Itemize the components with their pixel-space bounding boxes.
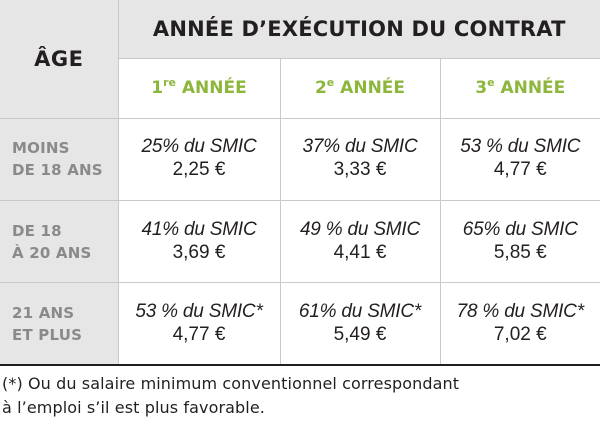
footnote-line: (*) Ou du salaire minimum conventionnel …	[2, 374, 460, 393]
cell-amount: 7,02 €	[493, 323, 547, 345]
contract-year-header: ANNÉE D’EXÉCUTION DU CONTRAT	[117, 0, 600, 59]
cell-amount: 3,33 €	[333, 159, 387, 181]
footnote-line: à l’emploi s’il est plus favorable.	[2, 398, 265, 417]
age-column-header: ÂGE	[0, 0, 119, 119]
cell-percentage: 65% du SMIC	[462, 218, 578, 240]
cell-percentage: 61% du SMIC*	[298, 300, 422, 322]
cell-amount: 3,69 €	[172, 241, 226, 263]
row-label-under-18: MOINS DE 18 ANS	[0, 117, 119, 202]
row-label-line: 21 ANS	[12, 303, 75, 322]
row-label-line: MOINS	[12, 139, 70, 158]
cell-percentage: 49 % du SMIC	[299, 218, 421, 240]
cell-amount: 4,77 €	[172, 323, 226, 345]
year-3-header: 3e ANNÉE	[439, 57, 600, 119]
cell-percentage: 41% du SMIC	[141, 218, 257, 240]
table-cell: 61% du SMIC* 5,49 €	[279, 282, 441, 367]
table-cell: 53 % du SMIC* 4,77 €	[117, 282, 281, 367]
cell-amount: 2,25 €	[172, 159, 226, 181]
cell-percentage: 37% du SMIC	[302, 136, 418, 158]
row-label-line: À 20 ANS	[12, 243, 92, 262]
table-row: MOINS DE 18 ANS 25% du SMIC 2,25 € 37% d…	[0, 117, 600, 202]
row-label-21-plus: 21 ANS ET PLUS	[0, 282, 119, 367]
table-cell: 78 % du SMIC* 7,02 €	[439, 282, 600, 367]
cell-percentage: 25% du SMIC	[141, 136, 257, 158]
row-label-line: DE 18 ANS	[12, 161, 103, 180]
year-1-header: 1re ANNÉE	[118, 57, 281, 119]
cell-amount: 4,41 €	[333, 241, 387, 263]
year-2-header: 2e ANNÉE	[279, 57, 441, 119]
table-cell: 65% du SMIC 5,85 €	[439, 200, 600, 284]
table-cell: 41% du SMIC 3,69 €	[117, 200, 281, 284]
row-label-line: DE 18	[12, 221, 62, 240]
cell-amount: 4,77 €	[493, 159, 547, 181]
footnote: (*) Ou du salaire minimum conventionnel …	[2, 372, 600, 420]
row-label-18-to-20: DE 18 À 20 ANS	[0, 200, 119, 284]
table-cell: 25% du SMIC 2,25 €	[117, 117, 281, 202]
wage-table: ÂGE ANNÉE D’EXÉCUTION DU CONTRAT 1re ANN…	[0, 0, 600, 367]
cell-amount: 5,49 €	[333, 323, 387, 345]
cell-percentage: 78 % du SMIC*	[456, 300, 584, 322]
table-cell: 49 % du SMIC 4,41 €	[279, 200, 441, 284]
row-label-line: ET PLUS	[12, 325, 83, 344]
table-cell: 37% du SMIC 3,33 €	[279, 117, 441, 202]
cell-percentage: 53 % du SMIC*	[135, 300, 263, 322]
table-cell: 53 % du SMIC 4,77 €	[439, 117, 600, 202]
cell-percentage: 53 % du SMIC	[460, 136, 581, 158]
table-row: DE 18 À 20 ANS 41% du SMIC 3,69 € 49 % d…	[0, 200, 600, 284]
table-row: 21 ANS ET PLUS 53 % du SMIC* 4,77 € 61% …	[0, 282, 600, 367]
cell-amount: 5,85 €	[493, 241, 547, 263]
